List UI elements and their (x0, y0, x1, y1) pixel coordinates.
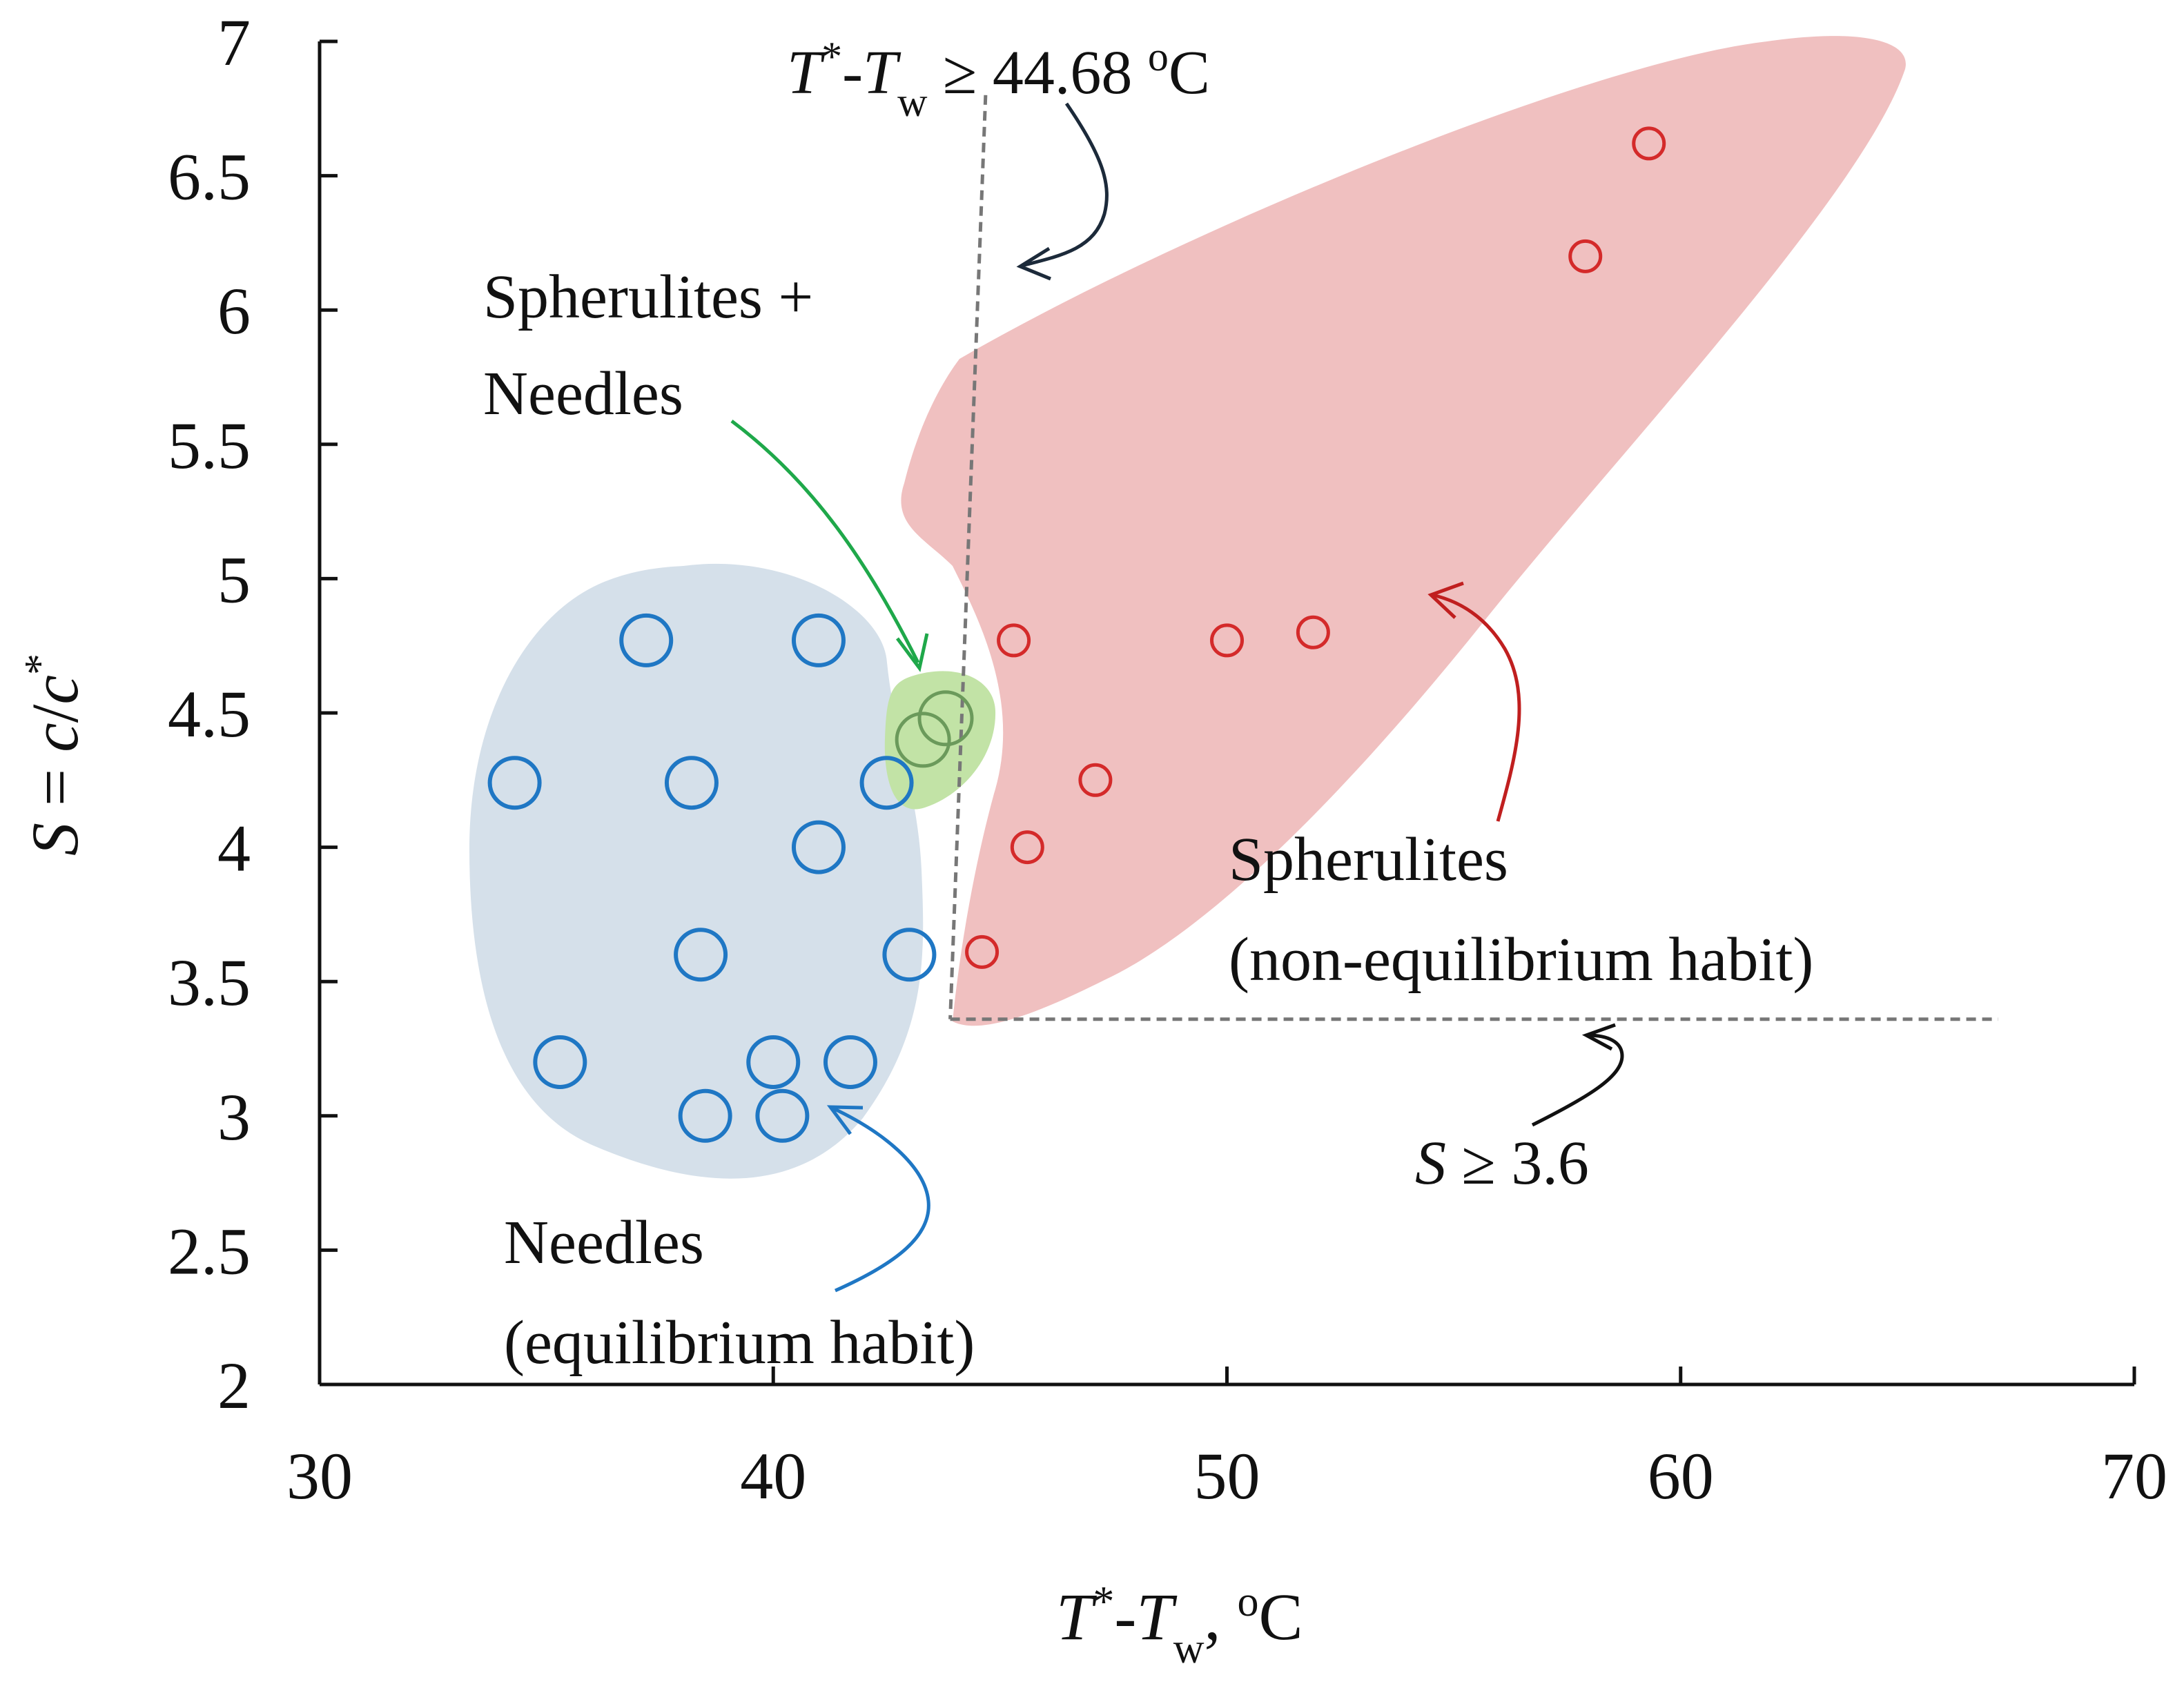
y-tick-label: 3.5 (168, 946, 251, 1019)
needles-data-point (619, 613, 674, 667)
needles-label-line-1: Needles (504, 1208, 704, 1277)
annotation-labels: T*-Tw ≥ 44.68 oC Spherulites + Needles S… (483, 34, 1813, 1377)
y-ticks: 2 2.5 3 3.5 4 4.5 5 5.5 6 6.5 7 (168, 6, 338, 1422)
mixed-arrow (730, 420, 920, 664)
needles-data-point (678, 1088, 732, 1143)
x-tick-label: 30 (286, 1439, 353, 1513)
y-tick-label: 4.5 (168, 677, 251, 751)
x-tick-label: 70 (2101, 1439, 2167, 1513)
needles-data-point (533, 1035, 587, 1089)
y-tick-label: 5 (217, 542, 251, 616)
needles-data-point (791, 613, 846, 667)
needles-data-point (755, 1088, 810, 1143)
mixed-data-point (917, 690, 974, 747)
x-ticks: 30 40 50 60 70 (286, 1367, 2167, 1513)
needles-data-point (664, 756, 719, 810)
spherulites-label-line-1: Spherulites (1229, 825, 1508, 894)
y-tick-label: 4 (217, 812, 251, 885)
y-tick-label: 3 (217, 1080, 251, 1154)
y-tick-label: 6.5 (168, 140, 251, 214)
t-threshold-label: T*-Tw ≥ 44.68 oC (787, 34, 1210, 125)
t-threshold-arrowhead (1016, 246, 1051, 281)
annotation-arrows (730, 102, 1624, 1293)
axes: 2 2.5 3 3.5 4 4.5 5 5.5 6 6.5 7 30 40 50 60 70 (168, 6, 2167, 1513)
y-tick-label: 7 (217, 6, 251, 79)
needles-data-point (791, 820, 846, 874)
spherulites-data-point (1010, 830, 1044, 865)
needles-label-line-2: (equilibrium habit) (504, 1309, 975, 1377)
y-tick-label: 5.5 (168, 409, 251, 482)
y-tick-label: 6 (217, 274, 251, 348)
x-tick-label: 60 (1648, 1439, 1714, 1513)
needles-arrow (830, 1106, 930, 1293)
y-tick-label: 2 (217, 1349, 251, 1422)
needles-region (469, 563, 924, 1179)
mixed-data-point (895, 712, 951, 768)
needles-data-point (746, 1035, 801, 1089)
spherulites-data-point (965, 934, 1000, 969)
data-markers (487, 126, 1666, 1143)
spherulites-data-point (1632, 126, 1666, 161)
x-tick-label: 40 (740, 1439, 806, 1513)
s-threshold-label: S ≥ 3.6 (1415, 1129, 1589, 1197)
spherulites-data-point (1296, 615, 1330, 649)
needles-data-point (674, 928, 728, 982)
mixed-arrowhead (895, 633, 929, 672)
spherulites-region (901, 36, 1906, 1026)
threshold-lines (948, 95, 1998, 1021)
temperature-threshold-line (948, 95, 988, 1019)
spherulites-arrowhead (1427, 581, 1464, 619)
needles-data-point (487, 756, 542, 810)
x-axis-title: T*-Tw, oC (1056, 1578, 1303, 1672)
spherulites-data-point (1078, 763, 1113, 797)
needles-data-point (882, 928, 937, 982)
s-threshold-arrowhead (1581, 1023, 1616, 1051)
spherulites-label-line-2: (non-equilibrium habit) (1229, 926, 1813, 994)
needles-data-point (823, 1035, 877, 1089)
spherulites-data-point (1568, 239, 1603, 273)
spherulites-arrow (1432, 593, 1521, 822)
y-tick-label: 2.5 (168, 1214, 251, 1288)
needles-arrowhead (826, 1105, 864, 1135)
s-threshold-arrow (1531, 1033, 1624, 1127)
x-tick-label: 50 (1194, 1439, 1260, 1513)
mixed-label-line-2: Needles (483, 360, 683, 428)
needles-data-point (859, 756, 914, 810)
spherulites-data-point (997, 623, 1031, 658)
spherulites-data-point (1210, 623, 1244, 658)
y-axis-title: S = c/c* (17, 654, 92, 856)
mixed-label-line-1: Spherulites + (483, 263, 813, 331)
t-threshold-arrow (1021, 102, 1109, 268)
habit-regions (469, 36, 1906, 1179)
